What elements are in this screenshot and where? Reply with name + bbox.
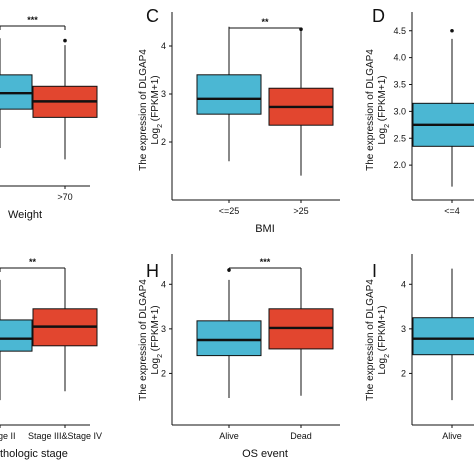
- box-Alive: [412, 268, 474, 401]
- box->70: [32, 38, 98, 160]
- x-tick-label: >25: [293, 206, 308, 216]
- sig-label: ***: [260, 257, 271, 267]
- y-axis-label: The expression of DLGAP4: [138, 49, 149, 171]
- box-<=4: [412, 28, 474, 187]
- box-iqr: [196, 320, 262, 357]
- y-axis-label-unit: Log2 (FPKM+1): [377, 305, 391, 374]
- y-tick-label: 4: [401, 279, 406, 289]
- x-tick-label: >70: [57, 192, 72, 202]
- y-tick-label: 2: [401, 368, 406, 378]
- y-tick-label: 3: [401, 324, 406, 334]
- panel-letter: H: [146, 261, 159, 281]
- outlier-point: [450, 28, 454, 33]
- box-Stage III&Stage IV: [32, 270, 98, 392]
- panel-letter: I: [372, 261, 377, 281]
- y-axis-label-unit: Log2 (FPKM+1): [150, 75, 164, 144]
- box-Dead: [268, 268, 334, 396]
- y-axis-label: The expression of DLGAP4: [138, 279, 149, 401]
- x-tick-label: Alive: [219, 431, 239, 441]
- x-axis-label: Weight: [8, 209, 42, 221]
- y-tick-label: 2.5: [393, 133, 406, 143]
- y-axis-label: The expression of DLGAP4: [365, 49, 376, 171]
- y-tick-label: 3: [161, 89, 166, 99]
- panel-C: C 2 3 4 The expression of DLGAP4 Log2 (FPKM+1…: [138, 6, 340, 235]
- y-tick-label: 4.0: [393, 53, 406, 63]
- box-group-0: [0, 38, 33, 148]
- panel-D: D 2.0 2.5 3.0 3.5 4.0 4.5 The expression of DLG…: [365, 6, 474, 216]
- box->25: [268, 27, 334, 176]
- box-<=25: [196, 26, 262, 162]
- x-tick-label: <=25: [219, 206, 240, 216]
- y-tick-label: 4: [161, 41, 166, 51]
- x-tick-label: Stage III&Stage IV: [28, 431, 102, 441]
- y-axis-label-unit: Log2 (FPKM+1): [377, 75, 391, 144]
- outlier-point: [63, 38, 67, 43]
- y-tick-label: 2: [161, 137, 166, 147]
- panel-letter: D: [372, 6, 385, 26]
- box-Alive: [196, 268, 262, 398]
- y-tick-label: 3.5: [393, 80, 406, 90]
- y-tick-label: 2: [161, 368, 166, 378]
- x-tick-label: Alive: [442, 431, 462, 441]
- x-tick-label: Dead: [290, 431, 312, 441]
- sig-label: ***: [27, 15, 38, 25]
- panel-letter: C: [146, 6, 159, 26]
- y-tick-label: 3: [161, 324, 166, 334]
- y-tick-label: 4.5: [393, 26, 406, 36]
- x-tick-label: Stage II: [0, 431, 16, 441]
- sig-label: **: [29, 257, 37, 267]
- y-tick-label: 2.0: [393, 160, 406, 170]
- box-Stage II: [0, 279, 33, 401]
- box-iqr: [196, 74, 262, 115]
- panel-untitled-3: Stage II Stage III&Stage IV thologic stage…: [0, 257, 102, 460]
- sig-label: **: [261, 17, 269, 27]
- panel-H: H 2 3 4 The expression of DLGAP4 Log2 (FPKM+1…: [138, 254, 340, 460]
- box-iqr: [0, 319, 33, 352]
- x-axis-label: OS event: [242, 448, 288, 460]
- panel-I: I 2 3 4 The expression of DLGAP4 Log2 (FPKM+1…: [365, 254, 474, 441]
- x-axis-label: BMI: [255, 223, 275, 235]
- box-iqr: [412, 317, 474, 356]
- y-tick-label: 3.0: [393, 106, 406, 116]
- y-tick-label: 4: [161, 279, 166, 289]
- x-axis-label: thologic stage: [0, 448, 68, 460]
- panel-untitled-0: >70 Weight ***: [0, 15, 98, 221]
- y-axis-label: The expression of DLGAP4: [365, 279, 376, 401]
- x-tick-label: <=4: [444, 206, 460, 216]
- y-axis-label-unit: Log2 (FPKM+1): [150, 305, 164, 374]
